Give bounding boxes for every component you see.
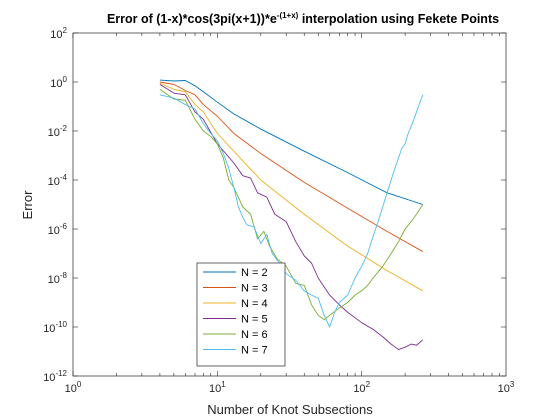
y-tick-label: 10-12 — [43, 369, 67, 384]
legend-label: N = 7 — [241, 345, 268, 357]
y-tick-label: 10-2 — [48, 124, 68, 139]
legend-items: N = 2 N = 3 N = 4 N = 5 N = 6 N = 7 — [203, 267, 268, 357]
x-tick-labels: 100 101 102 103 — [65, 380, 515, 395]
x-axis-label: Number of Knot Subsections — [207, 402, 373, 417]
y-tick-labels: 102 100 10-2 10-4 10-6 10-8 10-10 10-12 — [43, 26, 67, 384]
axes-box — [72, 32, 507, 377]
x-tick-label: 102 — [353, 380, 370, 395]
title-main: Error of (1-x)*cos(3pi(x+1))*e — [107, 12, 277, 26]
legend: N = 2 N = 3 N = 4 N = 5 N = 6 N = 7 — [196, 262, 286, 367]
plot-area — [72, 32, 507, 377]
y-tick-label: 102 — [50, 26, 67, 41]
series-line-n7 — [159, 94, 424, 328]
x-tick-label: 103 — [498, 380, 515, 395]
legend-label: N = 6 — [241, 329, 268, 341]
y-tick-label: 100 — [50, 75, 67, 90]
title-rest: interpolation using Fekete Points — [298, 12, 499, 26]
axis-ticks — [72, 32, 506, 377]
x-tick-label: 100 — [65, 380, 82, 395]
y-tick-label: 10-8 — [48, 271, 68, 286]
x-tick-label: 101 — [209, 380, 226, 395]
series-line-n6 — [159, 89, 424, 321]
legend-label: N = 3 — [241, 283, 268, 295]
series-lines — [159, 79, 424, 351]
legend-label: N = 2 — [241, 267, 268, 279]
series-line-n2 — [159, 79, 423, 205]
series-line-n3 — [159, 81, 423, 252]
chart-title: Error of (1-x)*cos(3pi(x+1))*e-(1+x) int… — [107, 11, 499, 26]
y-tick-label: 10-4 — [48, 173, 68, 188]
legend-label: N = 5 — [241, 314, 268, 326]
legend-box — [196, 262, 286, 367]
y-axis-label: Error — [20, 190, 35, 220]
y-tick-label: 10-6 — [48, 222, 68, 237]
series-line-n4 — [159, 82, 423, 292]
y-tick-label: 10-10 — [43, 320, 67, 335]
title-exponent: -(1+x) — [277, 11, 299, 20]
legend-label: N = 4 — [241, 298, 268, 310]
